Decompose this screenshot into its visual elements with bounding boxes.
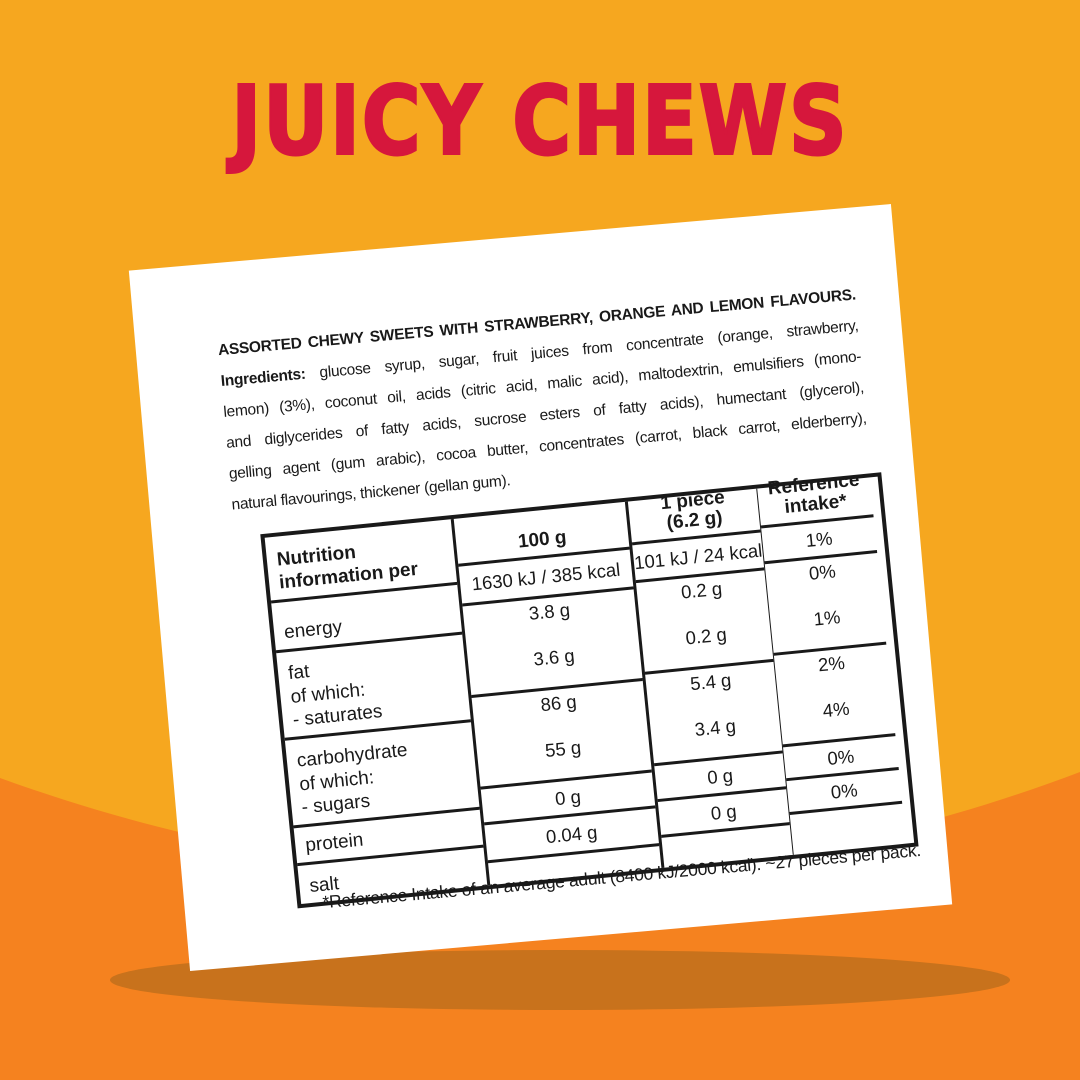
fat-value: 3.8 g — [527, 598, 571, 624]
fat-value: 0% — [807, 560, 837, 584]
sugars-value: 3.4 g — [693, 714, 737, 740]
cell-fat-perpiece: 0.2 g 0.2 g — [636, 570, 774, 675]
sugars-value: 4% — [821, 697, 851, 722]
saturates-value: 3.6 g — [532, 644, 576, 670]
sugars-value: 55 g — [544, 736, 583, 761]
carbohydrate-value: 2% — [817, 651, 846, 676]
ingredients-heading: Ingredients: — [220, 365, 307, 391]
cell-carbohydrate-per100g: 86 g 55 g — [471, 680, 652, 790]
carbohydrate-value: 86 g — [539, 690, 578, 716]
nutrition-label-column: Nutrition information per energy fat of … — [264, 518, 491, 904]
carbohydrate-value: 5.4 g — [689, 669, 733, 695]
fat-value: 0.2 g — [680, 577, 724, 603]
label-shadow-ellipse — [110, 950, 1010, 1010]
cell-fat-ri: 0% 1% — [764, 553, 887, 656]
saturates-value: 1% — [812, 606, 842, 630]
cell-carbohydrate-ri: 2% 4% — [773, 644, 896, 748]
cell-carbohydrate-perpiece: 5.4 g 3.4 g — [645, 661, 783, 767]
cell-fat-per100g: 3.8 g 3.6 g — [462, 589, 643, 699]
nutrition-table: Nutrition information per energy fat of … — [260, 469, 919, 909]
product-title: JUICY CHEWS — [230, 65, 849, 178]
saturates-value: 0.2 g — [684, 623, 728, 649]
back-label: ASSORTED CHEWY SWEETS WITH STRAWBERRY, O… — [128, 204, 953, 971]
